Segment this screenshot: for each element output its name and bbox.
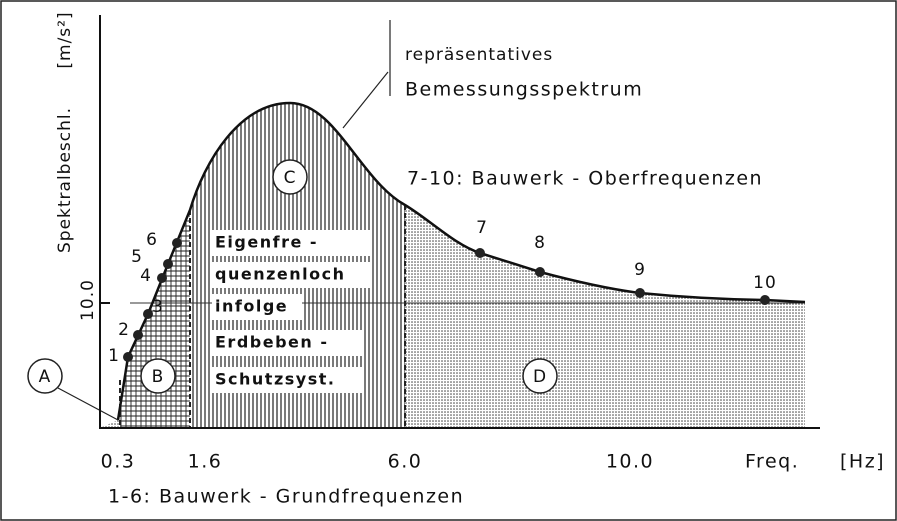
y-tick-label: 10.0 (78, 279, 98, 321)
gap-note: quenzenloch (215, 265, 346, 284)
gap-note-backgrounds (212, 230, 372, 393)
x-tick-label: 6.0 (388, 451, 423, 473)
point-label: 3 (152, 297, 164, 317)
x-axis-label: Freq. (745, 451, 799, 473)
point-label: 8 (534, 233, 546, 253)
region-label: C (284, 168, 297, 188)
point-label: 6 (146, 230, 158, 250)
region-label: D (533, 367, 547, 387)
lower-note: 1-6: Bauwerk - Grundfrequenzen (108, 486, 464, 508)
upper-note: 7-10: Bauwerk - Oberfrequenzen (407, 168, 763, 190)
point-label: 9 (634, 260, 646, 280)
point-label: 5 (131, 247, 143, 267)
point-label: 2 (118, 320, 130, 340)
region-d-fill (405, 103, 805, 428)
axes (99, 15, 820, 429)
frequency-points (123, 238, 770, 362)
gap-note: infolge (215, 297, 288, 316)
gap-note: Eigenfre - (215, 233, 318, 252)
region-a-pointer (57, 387, 119, 421)
gap-note: Erdbeben - (215, 333, 328, 352)
title-line: Bemessungsspektrum (405, 79, 643, 101)
gap-note: Schutzsyst. (215, 370, 335, 389)
spectrum-curve (116, 101, 806, 421)
y-axis-unit: [m/s²] (55, 11, 75, 68)
y-axis-label: Spektralbeschl. (55, 107, 75, 253)
point-label: 4 (140, 266, 152, 286)
point-label: 7 (476, 218, 488, 238)
title-pointer (342, 71, 389, 129)
x-tick-label: 0.3 (101, 451, 136, 473)
title-line: repräsentatives (405, 45, 553, 65)
region-label: B (152, 367, 165, 387)
region-a-fill (100, 380, 120, 428)
point-label: 1 (108, 346, 120, 366)
spectrum-fill (100, 103, 805, 428)
x-axis-unit: [Hz] (840, 451, 885, 473)
x-tick-label: 1.6 (188, 451, 223, 473)
region-label: A (39, 367, 52, 387)
point-label: 10 (753, 273, 777, 293)
region-circles (27, 159, 558, 394)
x-tick-label: 10.0 (606, 451, 654, 473)
